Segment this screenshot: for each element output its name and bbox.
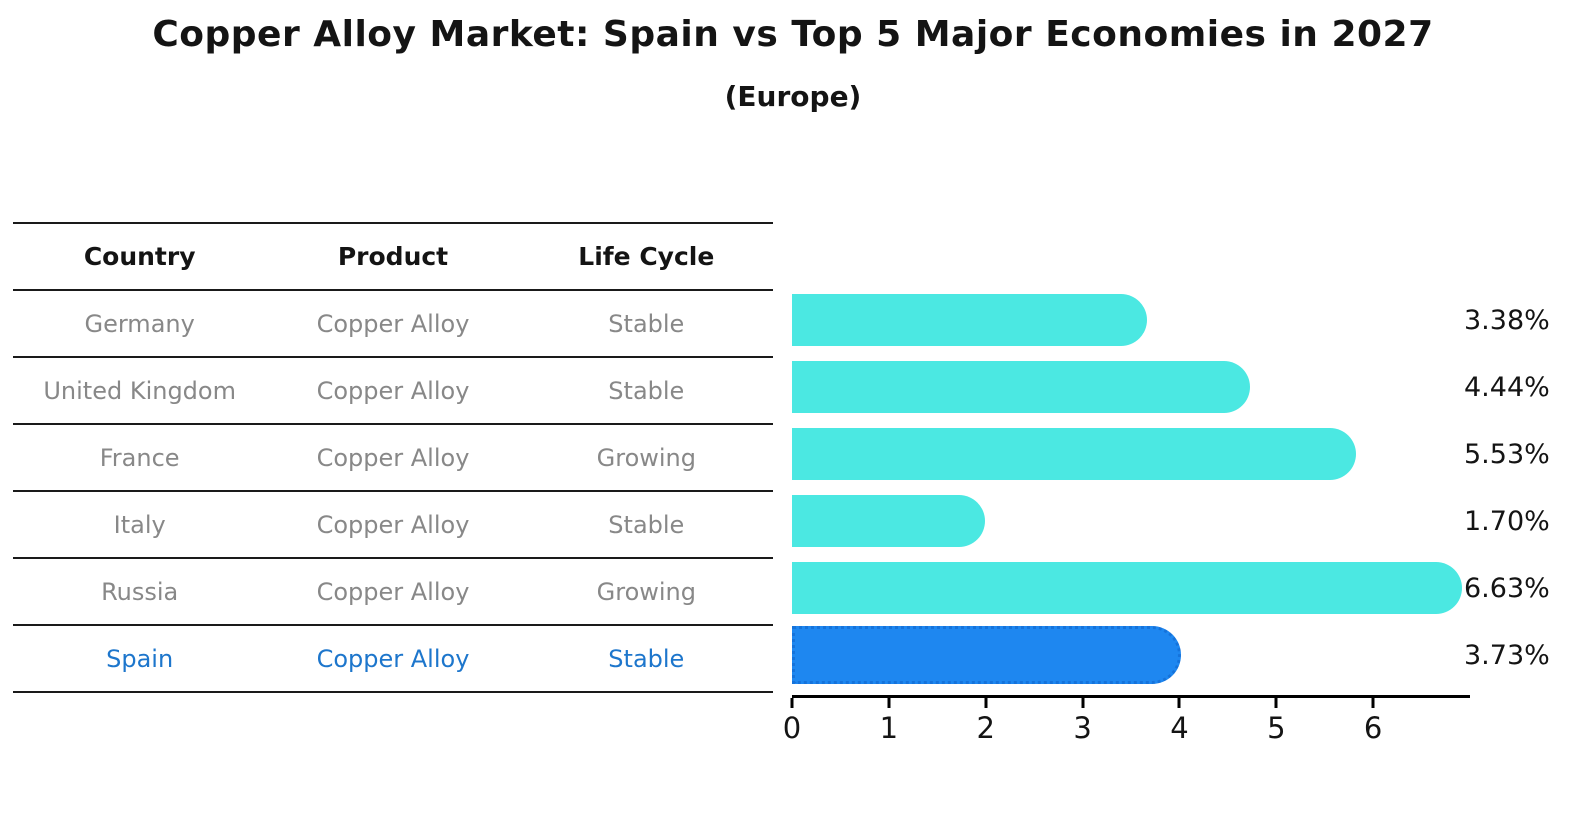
bar-row xyxy=(792,557,1492,624)
product-cell: Copper Alloy xyxy=(316,510,470,539)
product-cell: Copper Alloy xyxy=(316,577,470,606)
country-cell: Russia xyxy=(101,577,179,606)
bar-highlight-spain xyxy=(792,626,1181,684)
x-axis-tick xyxy=(1274,698,1278,708)
life-cycle-cell: Growing xyxy=(596,443,696,472)
table-row: Russia Copper Alloy Growing xyxy=(13,559,773,626)
column-header-life-cycle: Life Cycle xyxy=(578,242,715,271)
country-table: Country Product Life Cycle Germany Coppe… xyxy=(13,222,773,693)
life-cycle-cell: Stable xyxy=(608,644,685,673)
value-label: 4.44% xyxy=(1464,372,1550,403)
bar-united-kingdom xyxy=(792,361,1250,413)
table-row: United Kingdom Copper Alloy Stable xyxy=(13,358,773,425)
chart-title: Copper Alloy Market: Spain vs Top 5 Majo… xyxy=(152,14,1434,55)
product-cell: Copper Alloy xyxy=(316,644,470,673)
product-cell: Copper Alloy xyxy=(316,443,470,472)
table-rows: Germany Copper Alloy Stable United Kingd… xyxy=(13,291,773,693)
value-label: 5.53% xyxy=(1464,439,1550,470)
x-axis-tick-label: 6 xyxy=(1363,711,1383,745)
x-axis-tick-label: 5 xyxy=(1267,711,1286,745)
x-axis-tick xyxy=(790,698,794,708)
value-label: 3.38% xyxy=(1464,305,1550,336)
value-labels: 3.38% 4.44% 5.53% 1.70% 6.63% 3.73% xyxy=(1464,289,1550,691)
column-header-country: Country xyxy=(83,242,196,271)
life-cycle-cell: Stable xyxy=(608,309,685,338)
x-axis-tick xyxy=(1177,698,1181,708)
bar-row xyxy=(792,624,1492,691)
table-row: Spain Copper Alloy Stable xyxy=(13,626,773,693)
country-cell: Italy xyxy=(113,510,166,539)
country-cell: Spain xyxy=(106,644,174,673)
x-axis-tick xyxy=(984,698,988,708)
life-cycle-cell: Stable xyxy=(608,376,685,405)
bar-row xyxy=(792,423,1492,490)
value-label: 1.70% xyxy=(1464,506,1550,537)
x-axis-tick xyxy=(1371,698,1375,708)
country-cell: France xyxy=(99,443,180,472)
bar-italy xyxy=(792,495,985,547)
product-cell: Copper Alloy xyxy=(316,309,470,338)
x-axis-tick-label: 4 xyxy=(1170,711,1189,745)
bar-chart xyxy=(792,289,1492,691)
value-label: 6.63% xyxy=(1464,573,1550,604)
bar-row xyxy=(792,490,1492,557)
chart-subtitle: (Europe) xyxy=(724,80,862,113)
x-axis-tick-label: 3 xyxy=(1073,711,1092,745)
x-axis-tick-label: 0 xyxy=(782,711,802,745)
bar-germany xyxy=(792,294,1147,346)
product-cell: Copper Alloy xyxy=(316,376,470,405)
bar-row xyxy=(792,289,1492,356)
table-row: Italy Copper Alloy Stable xyxy=(13,492,773,559)
x-axis-tick-label: 1 xyxy=(879,711,899,745)
life-cycle-cell: Growing xyxy=(596,577,696,606)
table-header-row: Country Product Life Cycle xyxy=(13,222,773,291)
x-axis-tick xyxy=(887,698,891,708)
x-axis-tick-label: 2 xyxy=(976,711,995,745)
bar-russia xyxy=(792,562,1462,614)
bar-france xyxy=(792,428,1356,480)
bar-row xyxy=(792,356,1492,423)
value-label: 3.73% xyxy=(1464,640,1550,671)
table-row: France Copper Alloy Growing xyxy=(13,425,773,492)
x-axis: 0 1 2 3 4 5 6 xyxy=(783,695,1470,745)
life-cycle-cell: Stable xyxy=(608,510,685,539)
country-cell: Germany xyxy=(84,309,195,338)
x-axis-tick xyxy=(1081,698,1085,708)
country-cell: United Kingdom xyxy=(43,376,236,405)
column-header-product: Product xyxy=(337,242,449,271)
table-row: Germany Copper Alloy Stable xyxy=(13,291,773,358)
